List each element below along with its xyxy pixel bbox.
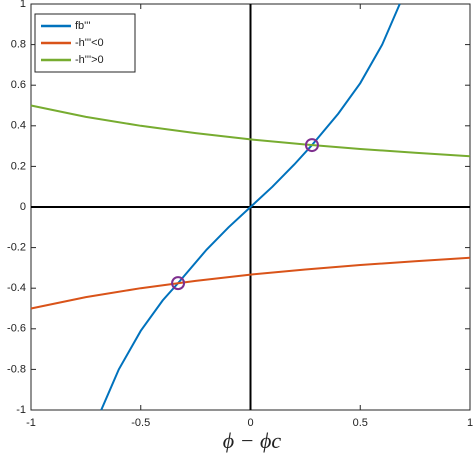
line bbox=[30, 256, 471, 310]
y-tick-label: -0.2 bbox=[7, 242, 26, 254]
y-tick-label: -0.8 bbox=[7, 363, 26, 375]
y-tick-label: -1 bbox=[16, 404, 26, 416]
line bbox=[30, 104, 471, 158]
y-tick-label: 0.8 bbox=[11, 39, 26, 51]
legend-label: -h'''>0 bbox=[75, 54, 104, 66]
legend-label: fb''' bbox=[75, 20, 90, 32]
x-tick-label: -1 bbox=[26, 417, 36, 429]
y-tick-label: 0 bbox=[20, 201, 26, 213]
legend-label: -h'''<0 bbox=[75, 37, 104, 49]
y-tick-label: -0.4 bbox=[7, 282, 26, 294]
y-tick-label: 0.6 bbox=[11, 79, 26, 91]
y-tick-label: -0.6 bbox=[7, 323, 26, 335]
marker bbox=[171, 276, 186, 291]
x-tick-label: 0 bbox=[247, 417, 253, 429]
x-tick-label: 1 bbox=[467, 417, 473, 429]
x-tick-label: 0.5 bbox=[353, 417, 368, 429]
x-axis-title: ϕ − ϕc bbox=[223, 428, 282, 453]
line bbox=[100, 3, 401, 411]
x-tick-label: -0.5 bbox=[131, 417, 150, 429]
y-tick-label: 1 bbox=[20, 0, 26, 10]
y-tick-label: 0.4 bbox=[11, 120, 26, 132]
y-tick-label: 0.2 bbox=[11, 160, 26, 172]
marker bbox=[304, 138, 319, 153]
